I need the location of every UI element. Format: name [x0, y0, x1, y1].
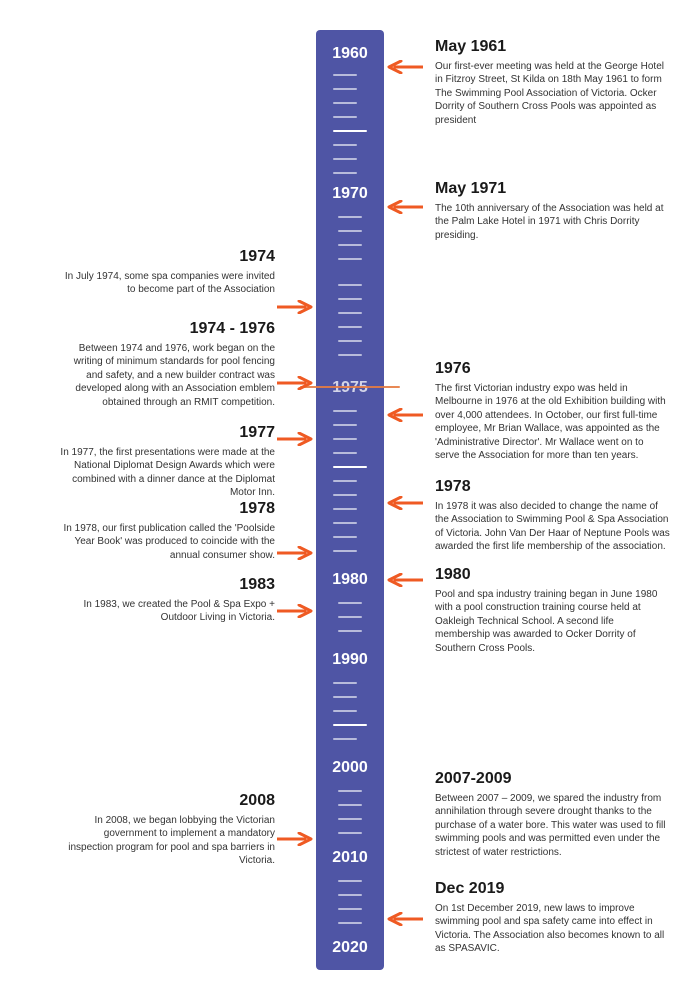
arrow-1978r — [387, 496, 423, 510]
decade-1970: 1970 — [316, 186, 384, 202]
tick-1975-long — [300, 386, 400, 388]
entry-heading: Dec 2019 — [435, 880, 670, 898]
entry-body: On 1st December 2019, new laws to improv… — [435, 902, 670, 956]
entry-1976: 1976 The first Victorian industry expo w… — [435, 360, 670, 463]
entry-2019: Dec 2019 On 1st December 2019, new laws … — [435, 880, 670, 956]
entry-body: Our first-ever meeting was held at the G… — [435, 60, 670, 128]
entry-heading: 1976 — [435, 360, 670, 378]
entry-heading: 1978 — [435, 478, 670, 496]
decade-1975: 1975 — [316, 380, 384, 396]
entry-1961: May 1961 Our first-ever meeting was held… — [435, 38, 670, 127]
arrow-1974 — [277, 300, 313, 314]
entry-1978l: 1978 In 1978, our first publication call… — [60, 500, 275, 562]
tick-group-7 — [338, 790, 362, 846]
entry-1978r: 1978 In 1978 it was also decided to chan… — [435, 478, 670, 554]
entry-1974: 1974 In July 1974, some spa companies we… — [60, 248, 275, 297]
entry-heading: 1977 — [60, 424, 275, 442]
decade-1980: 1980 — [316, 572, 384, 588]
entry-heading: 2008 — [60, 792, 275, 810]
arrow-1977 — [277, 432, 313, 446]
entry-heading: 1974 - 1976 — [60, 320, 275, 338]
tick-group-6 — [333, 682, 367, 752]
entry-body: Pool and spa industry training began in … — [435, 588, 670, 656]
arrow-1961 — [387, 60, 423, 74]
entry-body: Between 1974 and 1976, work began on the… — [60, 342, 275, 410]
arrow-2008 — [277, 832, 313, 846]
entry-heading: May 1961 — [435, 38, 670, 56]
decade-2010: 2010 — [316, 850, 384, 866]
arrow-1971 — [387, 200, 423, 214]
entry-heading: May 1971 — [435, 180, 670, 198]
entry-1977: 1977 In 1977, the first presentations we… — [60, 424, 275, 500]
tick-group-3 — [338, 284, 362, 368]
timeline-bar: 1960 1970 1975 1980 1990 2000 2010 2020 — [316, 30, 384, 970]
arrow-1980 — [387, 573, 423, 587]
entry-body: The first Victorian industry expo was he… — [435, 382, 670, 463]
entry-1974-1976: 1974 - 1976 Between 1974 and 1976, work … — [60, 320, 275, 409]
entry-body: In July 1974, some spa companies were in… — [60, 270, 275, 297]
entry-body: In 1983, we created the Pool & Spa Expo … — [60, 598, 275, 625]
decade-1990: 1990 — [316, 652, 384, 668]
entry-body: In 2008, we began lobbying the Victorian… — [60, 814, 275, 868]
tick-group-5 — [338, 602, 362, 644]
entry-heading: 1974 — [60, 248, 275, 266]
entry-2007-2009: 2007-2009 Between 2007 – 2009, we spared… — [435, 770, 670, 859]
decade-1960: 1960 — [316, 46, 384, 62]
arrow-2019 — [387, 912, 423, 926]
entry-body: The 10th anniversary of the Association … — [435, 202, 670, 243]
decade-2020: 2020 — [316, 940, 384, 956]
entry-heading: 2007-2009 — [435, 770, 670, 788]
entry-heading: 1978 — [60, 500, 275, 518]
decade-2000: 2000 — [316, 760, 384, 776]
entry-body: In 1977, the first presentations were ma… — [60, 446, 275, 500]
entry-body: In 1978 it was also decided to change th… — [435, 500, 670, 554]
entry-heading: 1980 — [435, 566, 670, 584]
arrow-1978l — [277, 546, 313, 560]
tick-group-2 — [338, 216, 362, 272]
entry-1983: 1983 In 1983, we created the Pool & Spa … — [60, 576, 275, 625]
tick-group-4 — [333, 410, 367, 564]
tick-group-8 — [338, 880, 362, 936]
arrow-1983 — [277, 604, 313, 618]
arrow-1976 — [387, 408, 423, 422]
entry-1980: 1980 Pool and spa industry training bega… — [435, 566, 670, 655]
entry-heading: 1983 — [60, 576, 275, 594]
entry-2008: 2008 In 2008, we began lobbying the Vict… — [60, 792, 275, 868]
tick-group-1 — [333, 74, 367, 186]
entry-body: Between 2007 – 2009, we spared the indus… — [435, 792, 670, 860]
arrow-1974-1976 — [277, 376, 313, 390]
entry-1971: May 1971 The 10th anniversary of the Ass… — [435, 180, 670, 242]
entry-body: In 1978, our first publication called th… — [60, 522, 275, 563]
